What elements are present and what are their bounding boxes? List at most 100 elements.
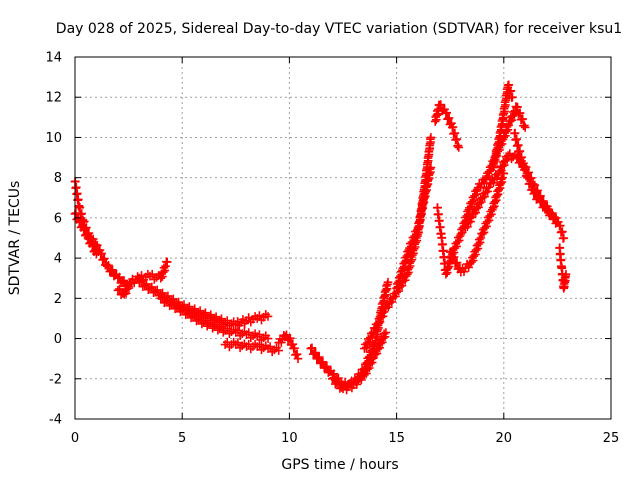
y-axis-label: SDTVAR / TECUs — [7, 181, 23, 296]
data-point — [211, 312, 221, 321]
x-tick-label: 25 — [603, 431, 620, 446]
data-point — [513, 102, 522, 112]
data-point — [147, 269, 157, 279]
data-point — [311, 348, 320, 357]
data-point — [436, 222, 445, 232]
x-tick-label: 0 — [71, 431, 79, 446]
data-point — [381, 328, 391, 337]
data-point — [558, 227, 567, 236]
data-point — [466, 217, 475, 226]
data-point — [163, 295, 173, 305]
data-point — [352, 380, 362, 389]
data-point — [211, 320, 221, 329]
data-point — [277, 338, 286, 347]
data-point — [469, 195, 479, 205]
data-point — [387, 297, 397, 307]
data-point — [115, 284, 124, 294]
data-point — [357, 375, 366, 385]
data-point — [520, 123, 530, 132]
data-point — [222, 324, 232, 333]
data-point — [365, 363, 374, 373]
y-tick-label: 12 — [45, 91, 62, 106]
series-track-f — [220, 337, 283, 357]
data-point — [306, 344, 316, 353]
data-point — [108, 265, 117, 275]
data-point — [378, 338, 387, 347]
plot-frame — [74, 56, 612, 420]
data-point — [436, 100, 446, 109]
data-point — [452, 242, 461, 251]
data-point — [384, 302, 393, 312]
data-point — [152, 285, 162, 295]
data-point — [561, 269, 571, 279]
series-track-e — [156, 292, 273, 345]
data-point — [80, 224, 89, 234]
data-point — [115, 272, 124, 282]
data-point — [88, 240, 98, 250]
series-track-g — [274, 330, 303, 363]
data-point — [244, 328, 253, 337]
series-track-h — [306, 277, 393, 391]
y-tick-label: 14 — [45, 51, 62, 66]
data-point — [464, 263, 473, 272]
data-point — [367, 332, 377, 341]
data-point — [476, 183, 485, 192]
data-point — [201, 308, 210, 317]
data-point — [515, 146, 525, 156]
data-point — [556, 221, 565, 230]
data-point — [492, 173, 502, 182]
data-points — [70, 80, 571, 395]
series-track-k — [392, 163, 436, 293]
data-point — [362, 343, 371, 352]
data-point — [372, 323, 382, 332]
data-point — [512, 134, 521, 144]
data-point — [375, 343, 384, 353]
data-point — [409, 236, 419, 245]
data-point — [452, 258, 462, 267]
data-point — [328, 374, 337, 384]
series-track-l — [430, 100, 464, 152]
data-point — [519, 158, 528, 168]
data-point — [378, 312, 388, 321]
data-point — [158, 292, 167, 302]
data-point — [106, 266, 116, 275]
data-point — [274, 346, 283, 355]
data-point — [121, 289, 131, 298]
grid — [75, 57, 611, 419]
y-tick-label: 6 — [54, 211, 62, 226]
data-point — [517, 152, 526, 162]
data-point — [434, 209, 443, 219]
series-track-q — [510, 128, 569, 243]
data-point — [391, 292, 400, 301]
x-axis-label: GPS time / hours — [281, 457, 398, 473]
data-point — [523, 173, 533, 182]
series-track-p — [488, 80, 517, 172]
data-point — [233, 326, 243, 335]
data-point — [426, 133, 436, 142]
data-point — [322, 362, 332, 371]
axis-ticks — [74, 56, 612, 420]
series-track-n — [445, 168, 509, 277]
series-track-i — [328, 328, 391, 395]
data-point — [265, 342, 275, 351]
data-point — [92, 249, 101, 259]
data-point — [318, 357, 328, 367]
data-point — [113, 273, 123, 283]
x-tick-label: 5 — [178, 431, 186, 446]
y-tick-label: -2 — [49, 372, 62, 387]
series-track-j — [360, 133, 436, 353]
x-tick-label: 10 — [281, 431, 298, 446]
chart-title: Day 028 of 2025, Sidereal Day-to-day VTE… — [56, 21, 622, 37]
x-tick-labels: 0 5 10 15 20 25 — [71, 431, 619, 446]
data-point — [102, 261, 112, 271]
data-point — [508, 92, 517, 102]
data-point — [104, 261, 113, 270]
data-point — [313, 353, 323, 363]
data-point — [290, 343, 299, 353]
data-point — [463, 222, 472, 232]
data-point — [448, 122, 458, 132]
data-point — [514, 140, 523, 150]
data-point — [471, 208, 480, 217]
data-point — [84, 232, 93, 242]
